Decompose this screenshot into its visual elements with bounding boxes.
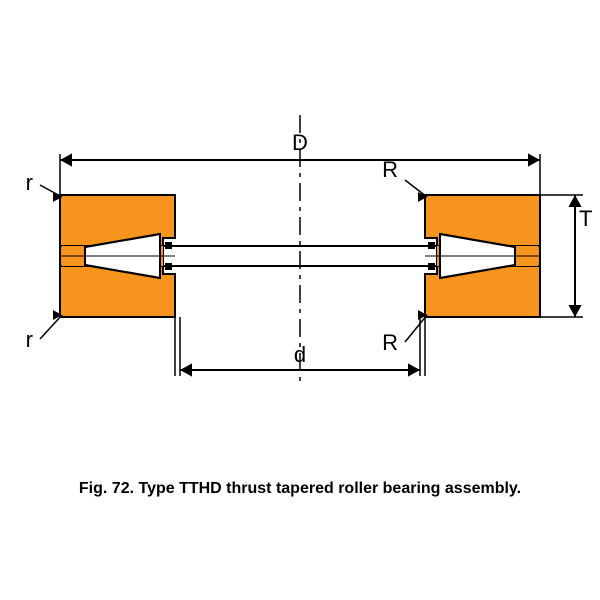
- bearing-cross-section-svg: Dd Tr r R R: [0, 45, 600, 475]
- svg-text:R: R: [382, 157, 398, 182]
- svg-text:D: D: [292, 130, 308, 155]
- svg-text:r: r: [26, 170, 33, 195]
- svg-text:R: R: [382, 330, 398, 355]
- figure-caption: Fig. 72. Type TTHD thrust tapered roller…: [0, 480, 600, 498]
- svg-text:T: T: [579, 206, 592, 231]
- svg-text:r: r: [26, 327, 33, 352]
- diagram-frame: Dd Tr r R R Fig. 72. Type TTHD thrust tapere…: [0, 0, 600, 600]
- svg-text:d: d: [294, 342, 306, 367]
